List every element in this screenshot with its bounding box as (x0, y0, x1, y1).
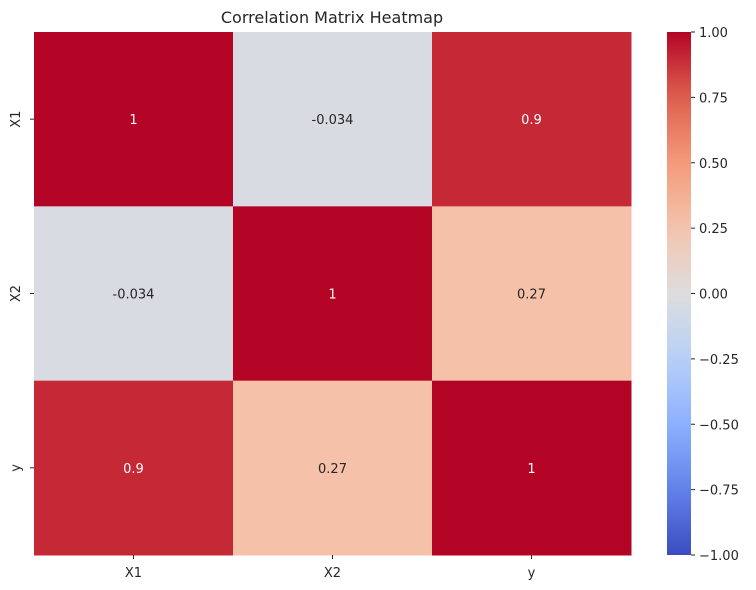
heatmap-annotations: 1 -0.034 0.9 -0.034 1 0.27 0.9 0.27 1 (113, 113, 546, 477)
cell-annotation: -0.034 (312, 113, 354, 128)
cell-annotation: 0.9 (123, 462, 144, 477)
cell-annotation: 0.27 (517, 288, 546, 303)
colorbar-tick-label: −0.50 (699, 418, 739, 433)
cell-annotation: -0.034 (113, 288, 155, 303)
y-tick-label: X1 (9, 111, 24, 128)
colorbar-tick-label: −1.00 (699, 549, 739, 564)
heatmap-cell (432, 206, 632, 382)
colorbar-tick-label: −0.25 (699, 353, 739, 368)
heatmap-cell (432, 32, 632, 207)
cell-annotation: 1 (328, 288, 336, 303)
colorbar-tick-label: 1.00 (699, 26, 728, 41)
x-axis-ticks: X1 X2 y (125, 555, 536, 581)
colorbar-tick-label: 0.50 (699, 157, 728, 172)
colorbar (667, 32, 691, 555)
colorbar-tick-label: 0.00 (699, 288, 728, 303)
cell-annotation: 0.9 (521, 113, 542, 128)
x-tick-label: X2 (324, 566, 341, 581)
colorbar-ticks: 1.00 0.75 0.50 0.25 0.00 −0.25 −0.50 −0.75 −1.00 (691, 26, 739, 564)
heatmap-cell (432, 380, 632, 556)
y-tick-label: X2 (9, 285, 24, 302)
x-tick-label: y (528, 566, 536, 581)
colorbar-tick-label: 0.75 (699, 91, 728, 106)
y-tick-label: y (9, 464, 24, 472)
heatmap-cell (233, 32, 433, 207)
heatmap-cell (233, 206, 433, 382)
cell-annotation: 1 (129, 113, 137, 128)
colorbar-tick-label: 0.25 (699, 222, 728, 237)
heatmap-cell (34, 32, 234, 207)
heatmap-cells (34, 32, 632, 556)
y-axis-ticks: X1 X2 y (9, 111, 34, 472)
x-tick-label: X1 (125, 566, 142, 581)
heatmap-cell (34, 206, 234, 382)
cell-annotation: 0.27 (318, 462, 347, 477)
colorbar-tick-label: −0.75 (699, 484, 739, 499)
cell-annotation: 1 (527, 462, 535, 477)
heatmap-cell (34, 380, 234, 556)
chart-title: Correlation Matrix Heatmap (221, 8, 443, 27)
heatmap-cell (233, 380, 433, 556)
